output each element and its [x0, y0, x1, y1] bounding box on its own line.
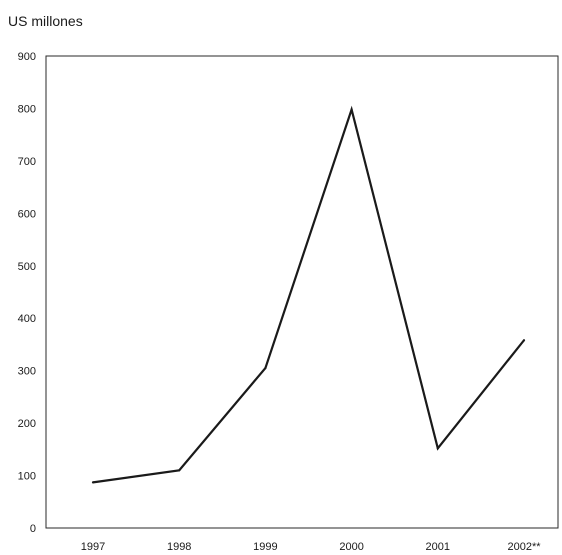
series-group — [91, 105, 526, 484]
x-tick-label: 1998 — [167, 541, 191, 553]
y-tick-label: 400 — [18, 313, 36, 325]
y-tick-label: 500 — [18, 261, 36, 273]
y-tick-label: 900 — [18, 51, 36, 63]
y-tick-label: 0 — [30, 523, 36, 535]
data-point — [91, 481, 95, 484]
data-point — [350, 108, 353, 111]
data-point — [522, 339, 526, 342]
y-tick-label: 600 — [18, 208, 36, 220]
data-point — [264, 366, 267, 370]
x-tick-label: 2002** — [507, 541, 541, 553]
y-unit-label: US millones — [8, 13, 83, 29]
y-tick-label: 300 — [18, 366, 36, 378]
x-tick-label: 2000 — [339, 541, 363, 553]
x-axis-ticks: 1997 1998 1999 2000 2001 2002** — [81, 541, 541, 553]
x-tick-label: 1999 — [253, 541, 277, 553]
series-line — [92, 105, 525, 484]
y-tick-label: 700 — [18, 156, 36, 168]
plot-frame — [45, 55, 559, 529]
x-tick-label: 1997 — [81, 541, 105, 553]
data-point — [436, 447, 439, 450]
y-tick-label: 100 — [18, 471, 36, 483]
y-tick-label: 800 — [18, 103, 36, 115]
y-tick-label: 200 — [18, 418, 36, 430]
x-tick-label: 2001 — [426, 541, 450, 553]
y-axis-ticks: 0 100 200 300 400 500 600 700 800 900 — [18, 51, 36, 535]
data-point — [178, 469, 181, 472]
